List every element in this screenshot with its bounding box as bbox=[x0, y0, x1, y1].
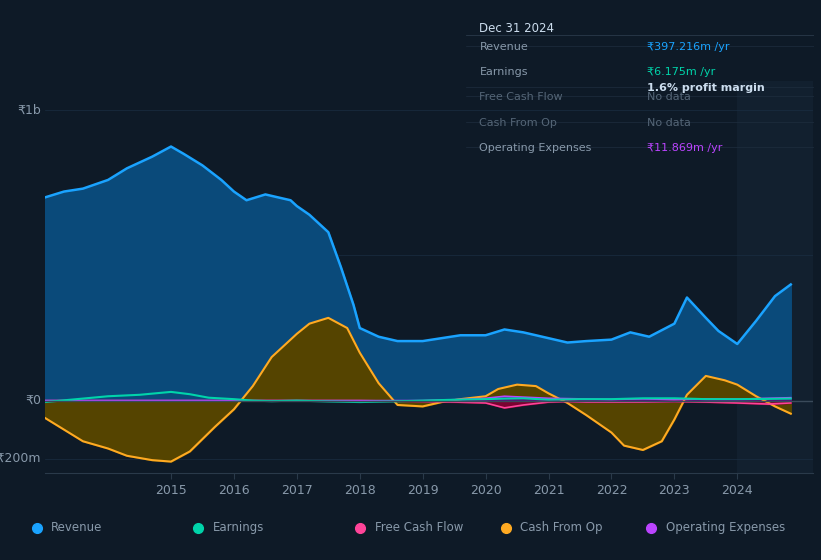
Text: -₹200m: -₹200m bbox=[0, 452, 41, 465]
Text: Revenue: Revenue bbox=[51, 521, 103, 534]
Text: Free Cash Flow: Free Cash Flow bbox=[479, 92, 563, 102]
Text: Operating Expenses: Operating Expenses bbox=[479, 143, 592, 153]
Text: Revenue: Revenue bbox=[479, 41, 528, 52]
Text: Operating Expenses: Operating Expenses bbox=[666, 521, 785, 534]
Text: Dec 31 2024: Dec 31 2024 bbox=[479, 22, 554, 35]
Text: Cash From Op: Cash From Op bbox=[521, 521, 603, 534]
Text: ₹6.175m /yr: ₹6.175m /yr bbox=[647, 67, 715, 77]
Text: ₹397.216m /yr: ₹397.216m /yr bbox=[647, 41, 729, 52]
Text: Earnings: Earnings bbox=[213, 521, 264, 534]
Text: ₹11.869m /yr: ₹11.869m /yr bbox=[647, 143, 722, 153]
Text: No data: No data bbox=[647, 118, 690, 128]
Text: ₹0: ₹0 bbox=[25, 394, 41, 407]
Text: ₹1b: ₹1b bbox=[17, 104, 41, 116]
Text: Cash From Op: Cash From Op bbox=[479, 118, 557, 128]
Text: Earnings: Earnings bbox=[479, 67, 528, 77]
Bar bbox=[737, 81, 813, 473]
Text: 1.6% profit margin: 1.6% profit margin bbox=[647, 83, 764, 94]
Text: Free Cash Flow: Free Cash Flow bbox=[374, 521, 463, 534]
Text: No data: No data bbox=[647, 92, 690, 102]
